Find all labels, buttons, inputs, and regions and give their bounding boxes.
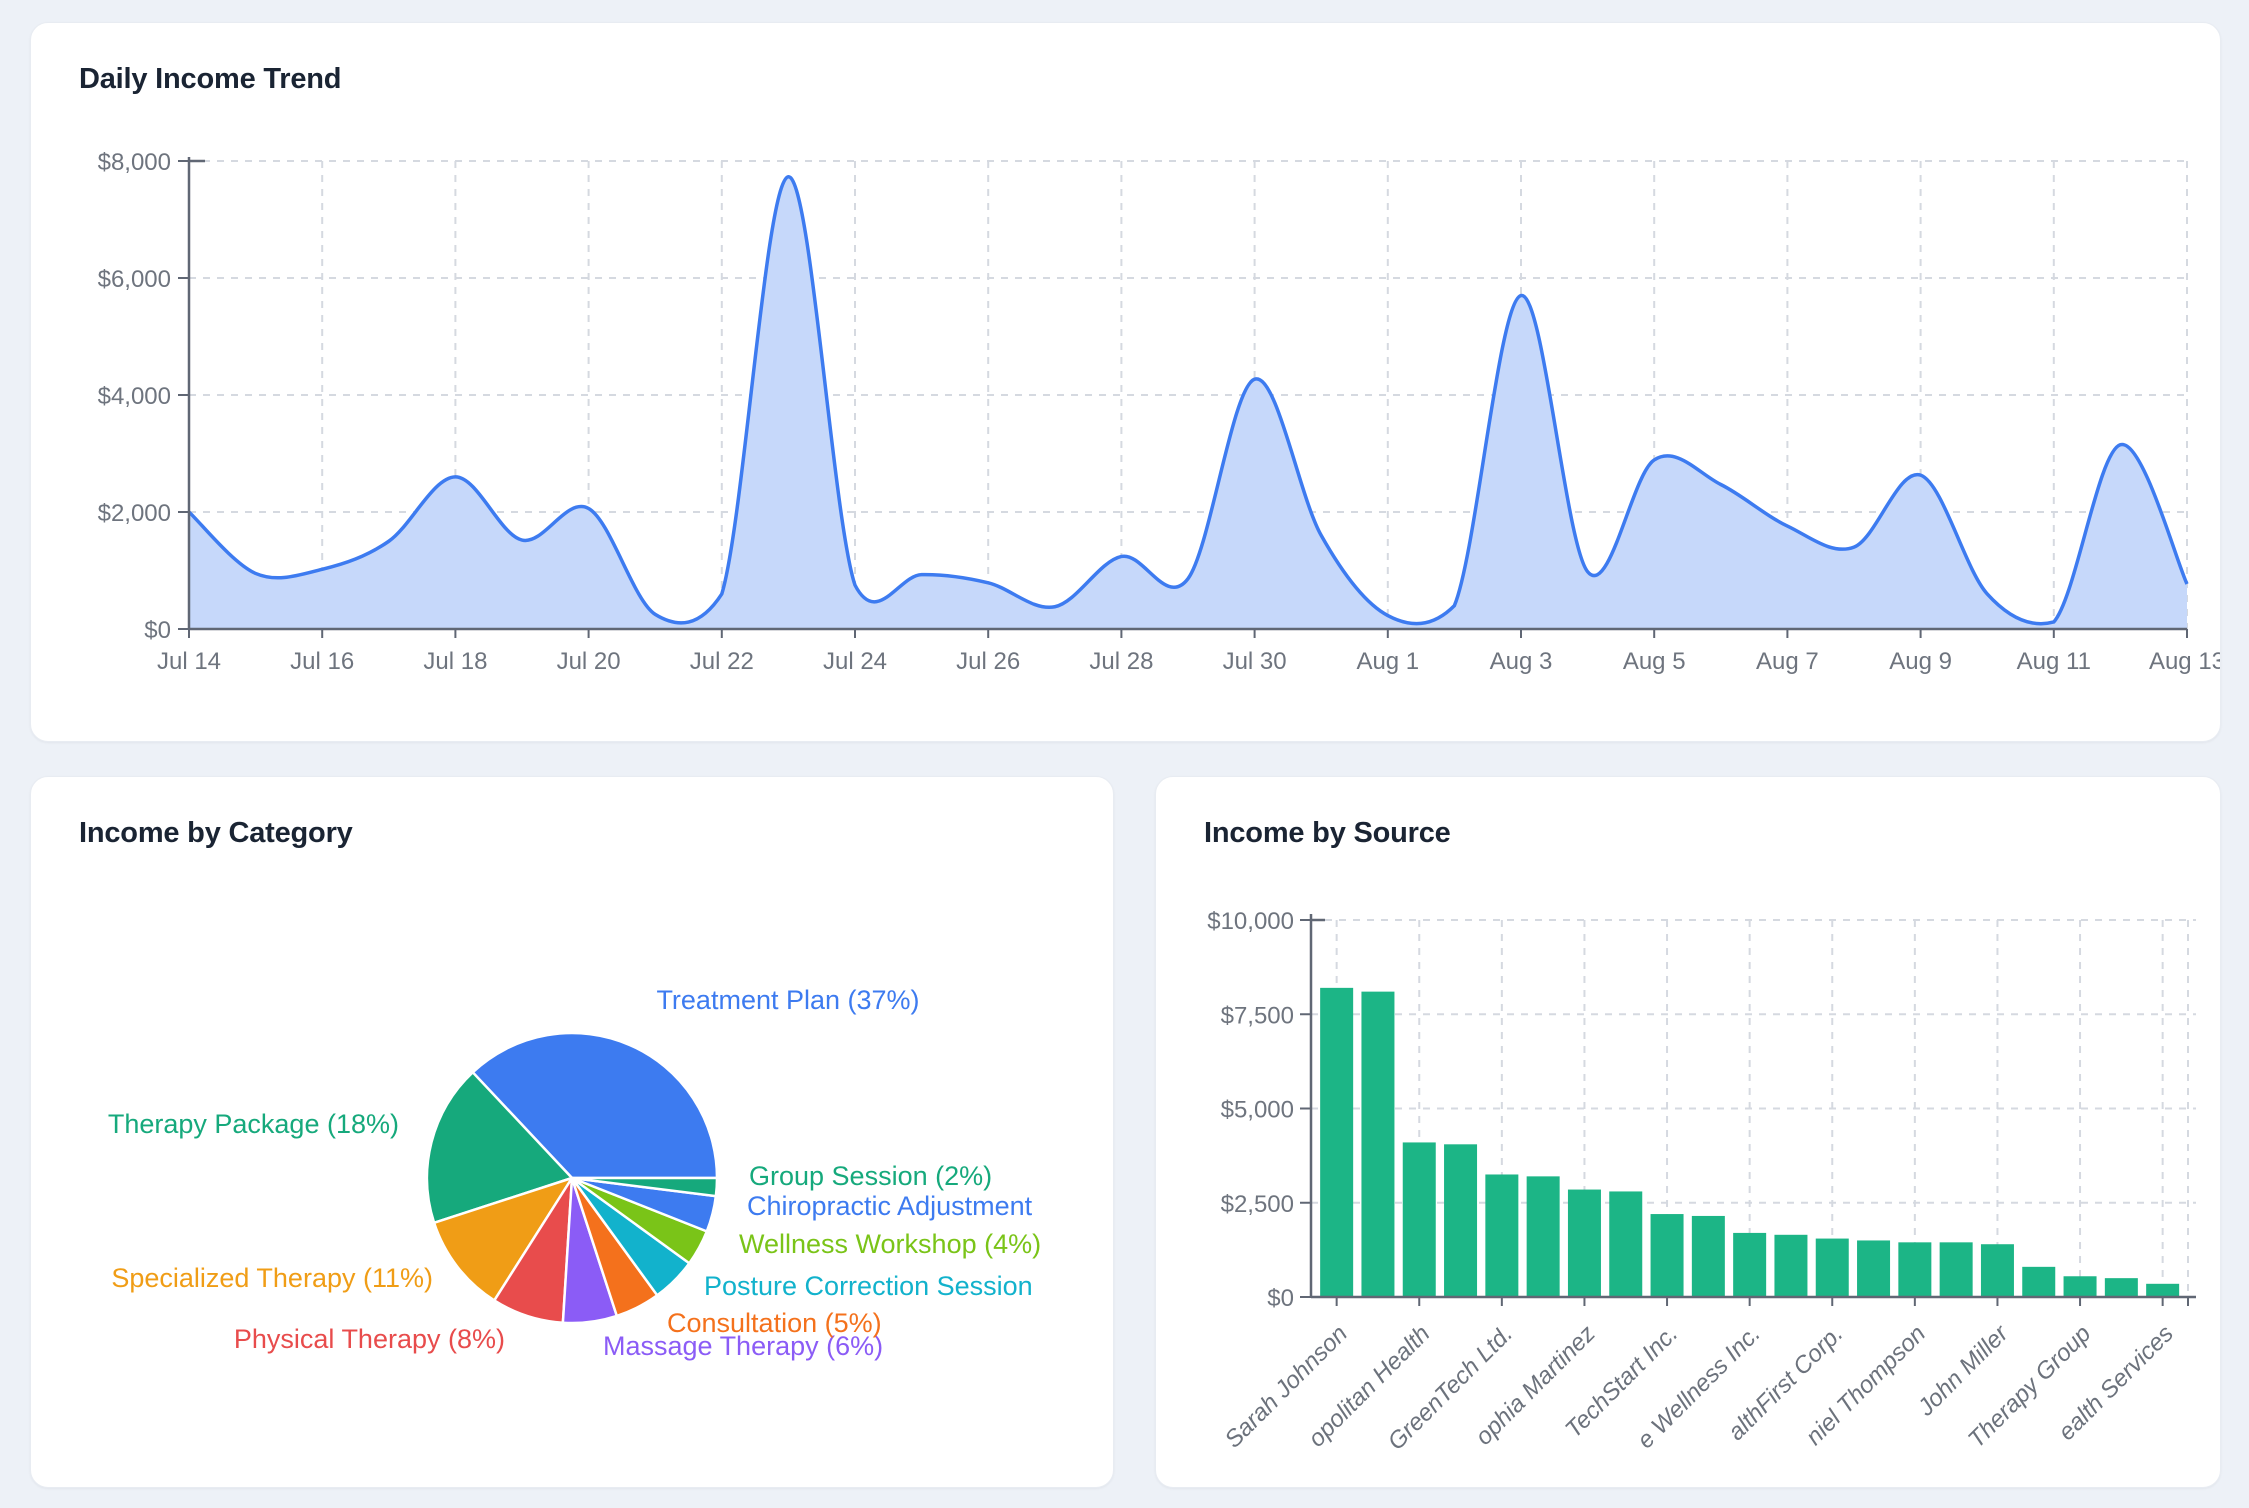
svg-text:Jul 28: Jul 28	[1089, 648, 1153, 675]
card-income-by-category: Income by Category Treatment Plan (37%) T…	[30, 776, 1114, 1488]
svg-text:$7,500: $7,500	[1221, 1002, 1294, 1029]
svg-text:Jul 20: Jul 20	[557, 648, 621, 675]
svg-text:Jul 18: Jul 18	[423, 648, 487, 675]
svg-text:Chiropractic Adjustment: Chiropractic Adjustment	[747, 1191, 1033, 1221]
svg-text:Aug 5: Aug 5	[1623, 648, 1686, 675]
svg-text:Group Session (2%): Group Session (2%)	[749, 1161, 992, 1191]
svg-text:$4,000: $4,000	[98, 383, 171, 410]
svg-text:Jul 30: Jul 30	[1223, 648, 1287, 675]
svg-text:Jul 24: Jul 24	[823, 648, 887, 675]
svg-text:Posture Correction Session: Posture Correction Session	[704, 1271, 1033, 1301]
svg-text:Massage Therapy (6%): Massage Therapy (6%)	[603, 1331, 883, 1361]
svg-text:Therapy Package (18%): Therapy Package (18%)	[108, 1109, 399, 1139]
svg-text:Aug 3: Aug 3	[1490, 648, 1553, 675]
income-by-category-pie-chart: Treatment Plan (37%) Therapy Package (18%…	[108, 985, 1041, 1361]
svg-text:$5,000: $5,000	[1221, 1097, 1294, 1124]
income-by-source-title: Income by Source	[1204, 817, 1451, 849]
svg-text:$0: $0	[144, 617, 171, 644]
svg-text:Treatment Plan (37%): Treatment Plan (37%)	[656, 985, 919, 1015]
svg-text:Wellness Workshop (4%): Wellness Workshop (4%)	[739, 1229, 1041, 1259]
income-by-category-title: Income by Category	[79, 817, 353, 849]
svg-text:$8,000: $8,000	[98, 149, 171, 176]
svg-text:Jul 26: Jul 26	[956, 648, 1020, 675]
svg-text:$2,000: $2,000	[98, 500, 171, 527]
svg-text:$2,500: $2,500	[1221, 1191, 1294, 1218]
svg-text:Aug 11: Aug 11	[2017, 648, 2091, 675]
card-income-by-source: Income by Source $0 $2,500 $5,000 $7,500 $10…	[1155, 776, 2221, 1488]
svg-text:Aug 1: Aug 1	[1356, 648, 1419, 675]
svg-text:Physical Therapy (8%): Physical Therapy (8%)	[234, 1324, 505, 1354]
svg-text:Jul 16: Jul 16	[290, 648, 354, 675]
svg-text:Aug 13: Aug 13	[2149, 648, 2220, 675]
daily-income-trend-title: Daily Income Trend	[79, 63, 342, 95]
svg-text:Aug 9: Aug 9	[1889, 648, 1952, 675]
svg-text:Consultation (5%): Consultation (5%)	[667, 1308, 882, 1338]
svg-text:Specialized Therapy (11%): Specialized Therapy (11%)	[111, 1263, 433, 1293]
svg-text:Aug 7: Aug 7	[1756, 648, 1819, 675]
svg-text:Jul 22: Jul 22	[690, 648, 754, 675]
svg-text:$6,000: $6,000	[98, 266, 171, 293]
svg-text:$0: $0	[1267, 1285, 1294, 1312]
svg-text:$10,000: $10,000	[1207, 908, 1294, 935]
daily-income-trend-area-chart: $0 $2,000 $4,000 $6,000 $8,000 Jul 14 Jul 16 Ju…	[98, 149, 2220, 675]
card-daily-income-trend: Daily Income Trend $0 $2,000 $4,000 $6,000 $…	[30, 22, 2221, 742]
svg-text:Jul 14: Jul 14	[157, 648, 221, 675]
